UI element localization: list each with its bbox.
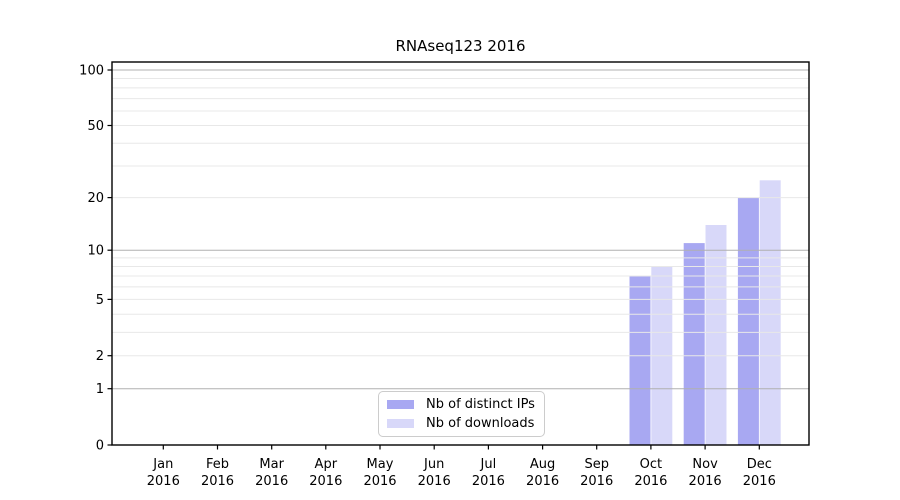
y-tick-label: 1 bbox=[96, 382, 104, 397]
y-tick-label: 0 bbox=[96, 439, 104, 454]
legend-item-distinct-ips: Nb of distinct IPs bbox=[379, 395, 544, 414]
y-tick-label: 10 bbox=[87, 244, 104, 259]
legend-swatch-downloads bbox=[387, 419, 414, 428]
x-tick-label-year: 2016 bbox=[743, 474, 776, 489]
x-tick-label-month: Sep bbox=[584, 457, 609, 472]
x-tick-label-month: Mar bbox=[259, 457, 284, 472]
bar-distinct-ips-dec bbox=[737, 197, 759, 445]
y-tick-label: 20 bbox=[87, 191, 104, 206]
bar-downloads-dec bbox=[759, 180, 781, 446]
x-tick-label-year: 2016 bbox=[418, 474, 451, 489]
x-tick-label-year: 2016 bbox=[634, 474, 667, 489]
x-tick-label-month: Jun bbox=[423, 457, 444, 472]
x-tick-label-year: 2016 bbox=[472, 474, 505, 489]
x-tick-label-month: Feb bbox=[206, 457, 229, 472]
x-tick-label-year: 2016 bbox=[689, 474, 722, 489]
x-tick-label-month: May bbox=[367, 457, 394, 472]
chart-title: RNAseq123 2016 bbox=[395, 37, 526, 55]
x-tick-label-year: 2016 bbox=[526, 474, 559, 489]
bar-distinct-ips-oct bbox=[629, 276, 651, 445]
legend-swatch-distinct-ips bbox=[387, 400, 414, 409]
x-tick-label-year: 2016 bbox=[255, 474, 288, 489]
bar-downloads-nov bbox=[705, 225, 727, 445]
x-tick-label-year: 2016 bbox=[363, 474, 396, 489]
x-tick-label-month: Apr bbox=[315, 457, 338, 472]
y-tick-label: 5 bbox=[96, 293, 104, 308]
x-tick-label-year: 2016 bbox=[309, 474, 342, 489]
x-tick-label-month: Nov bbox=[692, 457, 718, 472]
x-tick-label-month: Dec bbox=[747, 457, 772, 472]
x-tick-label-month: Jul bbox=[480, 457, 497, 472]
bar-distinct-ips-nov bbox=[683, 243, 705, 445]
x-tick-label-year: 2016 bbox=[580, 474, 613, 489]
y-tick-label: 100 bbox=[79, 64, 104, 79]
x-tick-label-month: Oct bbox=[640, 457, 662, 472]
legend-label-distinct-ips: Nb of distinct IPs bbox=[426, 397, 535, 412]
x-tick-label-year: 2016 bbox=[147, 474, 180, 489]
x-tick-label-month: Aug bbox=[530, 457, 555, 472]
legend-label-downloads: Nb of downloads bbox=[426, 416, 535, 431]
plot-border bbox=[111, 61, 810, 446]
legend-item-downloads: Nb of downloads bbox=[379, 414, 544, 433]
x-tick-label-year: 2016 bbox=[201, 474, 234, 489]
x-tick-label-month: Jan bbox=[152, 457, 173, 472]
legend: Nb of distinct IPs Nb of downloads bbox=[378, 391, 545, 437]
y-tick-label: 2 bbox=[96, 349, 104, 364]
y-tick-label: 50 bbox=[87, 119, 104, 134]
